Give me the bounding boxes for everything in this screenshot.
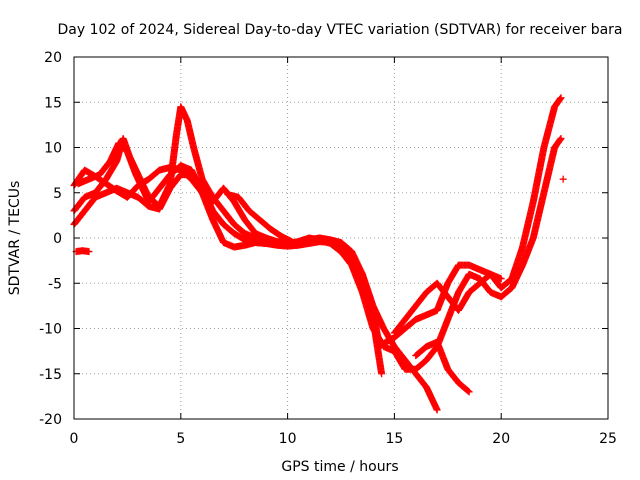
data-point <box>557 94 565 102</box>
y-tick-label: 0 <box>53 231 62 247</box>
data-point <box>559 175 567 183</box>
axis-ticks: 0 5 10 15 20 25 -20 -15 -10 -5 0 5 10 15 20 <box>39 50 617 447</box>
x-tick-label: 25 <box>599 431 617 447</box>
series-track-3 <box>70 171 386 378</box>
y-tick-label: 5 <box>53 186 62 202</box>
data-point <box>465 388 473 396</box>
data-point <box>464 387 472 395</box>
data-point <box>288 238 296 246</box>
y-tick-label: -20 <box>39 412 62 428</box>
y-tick-label: 15 <box>44 95 62 111</box>
series-track-8 <box>224 191 296 246</box>
y-tick-label: -15 <box>39 367 62 383</box>
x-tick-label: 20 <box>492 431 510 447</box>
x-axis-label: GPS time / hours <box>281 459 398 475</box>
series-track-9 <box>559 175 567 183</box>
data-series <box>70 94 567 414</box>
series-track-4 <box>74 134 565 373</box>
series-track-2 <box>70 94 565 351</box>
y-tick-label: -10 <box>39 322 62 338</box>
plot-frame <box>73 56 609 420</box>
x-tick-label: 15 <box>385 431 403 447</box>
x-tick-label: 0 <box>70 431 79 447</box>
series-track-1 <box>70 163 441 414</box>
data-point <box>433 406 441 414</box>
series-track-5 <box>72 247 93 256</box>
data-point <box>497 275 505 283</box>
data-point <box>557 134 565 142</box>
y-tick-label: 20 <box>44 50 62 66</box>
x-tick-label: 10 <box>279 431 297 447</box>
y-tick-label: 10 <box>44 141 62 157</box>
chart-title: Day 102 of 2024, Sidereal Day-to-day VTE… <box>57 22 622 38</box>
data-point <box>85 248 93 256</box>
x-tick-label: 5 <box>176 431 185 447</box>
series-track-7 <box>412 338 473 396</box>
y-axis-label: SDTVAR / TECUs <box>7 181 23 296</box>
y-tick-label: -5 <box>48 276 62 292</box>
data-point <box>378 370 386 378</box>
series-track-6 <box>390 270 505 337</box>
